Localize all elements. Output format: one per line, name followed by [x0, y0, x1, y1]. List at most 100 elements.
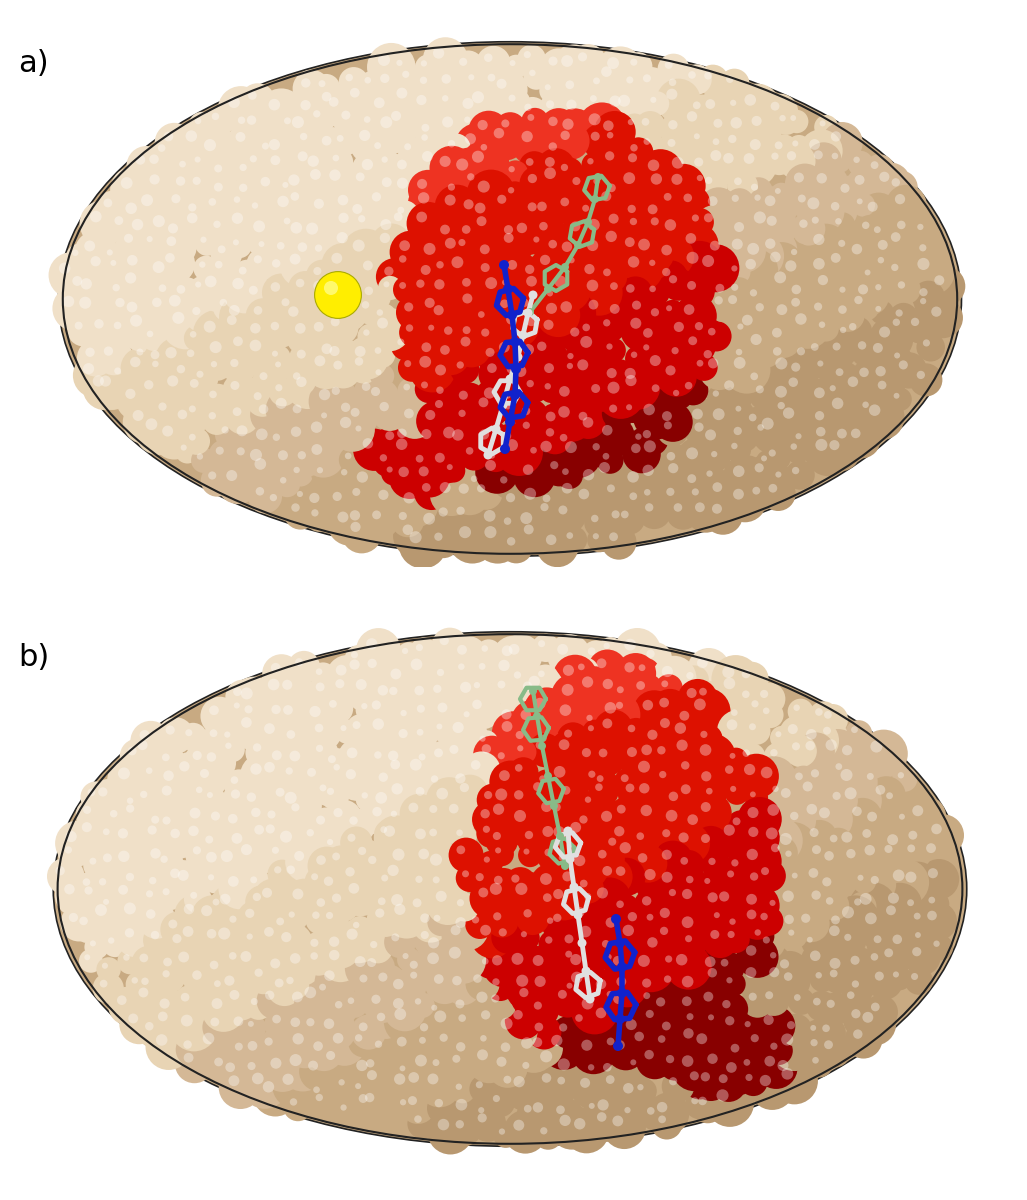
Circle shape — [601, 811, 612, 822]
Circle shape — [715, 296, 723, 305]
Circle shape — [556, 462, 583, 490]
Circle shape — [206, 893, 234, 920]
Circle shape — [543, 893, 551, 902]
Circle shape — [408, 170, 448, 210]
Circle shape — [581, 152, 607, 178]
Circle shape — [616, 977, 626, 986]
Circle shape — [515, 764, 523, 772]
Circle shape — [735, 349, 743, 355]
Circle shape — [476, 1081, 483, 1088]
Circle shape — [766, 780, 792, 805]
Circle shape — [819, 322, 826, 328]
Circle shape — [205, 106, 235, 136]
Circle shape — [533, 816, 576, 860]
Circle shape — [252, 168, 291, 206]
Circle shape — [162, 754, 169, 761]
Circle shape — [268, 679, 279, 690]
Circle shape — [100, 979, 108, 988]
Circle shape — [422, 822, 453, 853]
Circle shape — [372, 995, 381, 1004]
Circle shape — [687, 281, 696, 290]
Circle shape — [337, 134, 344, 142]
Circle shape — [301, 100, 311, 110]
Circle shape — [691, 169, 716, 194]
Circle shape — [336, 665, 346, 676]
Circle shape — [560, 704, 571, 716]
Circle shape — [570, 822, 581, 833]
Circle shape — [296, 278, 304, 287]
Circle shape — [770, 749, 777, 756]
Circle shape — [466, 448, 473, 455]
Circle shape — [370, 941, 377, 948]
Circle shape — [708, 968, 717, 978]
Circle shape — [339, 446, 366, 473]
Circle shape — [761, 767, 772, 779]
Circle shape — [565, 442, 577, 454]
Circle shape — [291, 91, 333, 132]
Circle shape — [816, 427, 826, 437]
Circle shape — [452, 328, 491, 367]
Circle shape — [681, 785, 691, 794]
Circle shape — [365, 88, 408, 131]
Circle shape — [463, 68, 487, 94]
Circle shape — [184, 886, 212, 913]
Circle shape — [558, 1076, 565, 1085]
Circle shape — [494, 422, 531, 460]
Circle shape — [644, 138, 650, 145]
Circle shape — [277, 176, 301, 200]
Circle shape — [136, 155, 145, 164]
Circle shape — [299, 1051, 339, 1092]
Circle shape — [696, 1033, 708, 1044]
Circle shape — [363, 708, 408, 754]
Circle shape — [761, 476, 796, 511]
Circle shape — [927, 911, 937, 920]
Circle shape — [724, 913, 749, 938]
Circle shape — [434, 749, 443, 757]
Circle shape — [143, 342, 178, 378]
Circle shape — [898, 772, 904, 779]
Circle shape — [825, 851, 834, 860]
Circle shape — [682, 398, 726, 442]
Circle shape — [283, 906, 308, 931]
Circle shape — [765, 196, 775, 206]
Circle shape — [760, 913, 768, 920]
Circle shape — [354, 346, 366, 356]
Circle shape — [235, 132, 245, 142]
Circle shape — [623, 52, 652, 80]
Circle shape — [827, 1000, 835, 1008]
Circle shape — [795, 313, 806, 325]
Circle shape — [274, 866, 281, 874]
Circle shape — [418, 848, 429, 859]
Circle shape — [544, 167, 556, 179]
Circle shape — [531, 792, 574, 835]
Circle shape — [484, 857, 490, 863]
Circle shape — [559, 944, 586, 972]
Circle shape — [286, 767, 293, 775]
Circle shape — [635, 112, 665, 142]
Circle shape — [823, 877, 832, 887]
Circle shape — [671, 906, 718, 953]
Circle shape — [694, 133, 699, 139]
Circle shape — [623, 211, 652, 241]
Circle shape — [307, 156, 319, 167]
Circle shape — [493, 469, 523, 499]
Circle shape — [875, 284, 881, 290]
Circle shape — [474, 1030, 500, 1056]
Circle shape — [637, 833, 644, 840]
Circle shape — [853, 1030, 863, 1039]
Circle shape — [779, 833, 792, 845]
Circle shape — [524, 848, 530, 854]
Circle shape — [595, 934, 625, 964]
Circle shape — [737, 901, 776, 940]
Circle shape — [842, 906, 854, 918]
Circle shape — [777, 1060, 789, 1070]
Circle shape — [385, 431, 394, 440]
Circle shape — [672, 965, 718, 1012]
Circle shape — [484, 388, 495, 398]
Circle shape — [403, 524, 413, 535]
Circle shape — [277, 112, 305, 139]
Circle shape — [266, 388, 310, 432]
Circle shape — [371, 223, 412, 265]
Circle shape — [408, 779, 443, 815]
Circle shape — [140, 817, 176, 854]
